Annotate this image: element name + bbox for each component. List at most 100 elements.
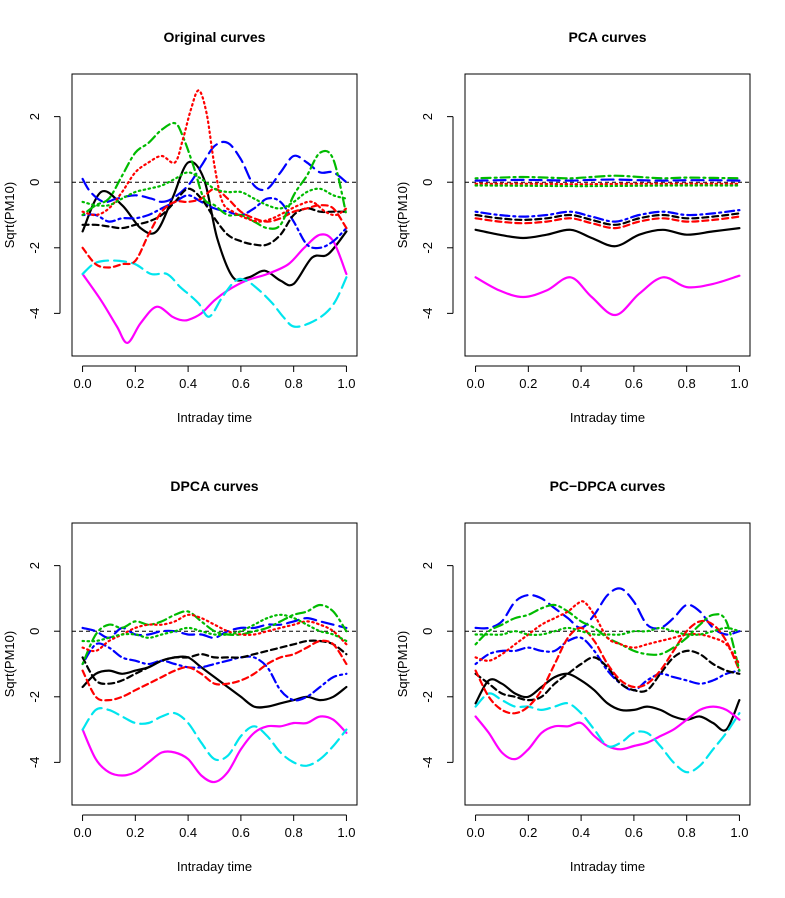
panel-title: PCA curves [568, 29, 646, 45]
series-line-red-dashed [474, 215, 741, 230]
x-axis-label: Intraday time [570, 410, 645, 425]
y-tick-label: 0 [27, 628, 42, 635]
x-axis: 0.0 0.2 0.4 0.6 0.8 1.0 Intraday time [74, 814, 355, 874]
series-line-black-solid [474, 672, 741, 732]
series-line-black-dashed [81, 639, 348, 685]
panel-2: PCA curves 0.0 0.2 0.4 0.6 0.8 1.0 Intraday tim… [395, 29, 751, 425]
panel-title: DPCA curves [170, 478, 258, 494]
panel-1: Original curves 0.0 0.2 0.4 0.6 0.8 1.0 Intrada… [2, 29, 358, 425]
x-tick-label: 0.0 [467, 376, 485, 391]
series-line-green-dotdash [474, 174, 741, 180]
x-tick-label: 0.6 [232, 825, 250, 840]
x-tick-label: 0.4 [179, 376, 197, 391]
series-line-red-dashed [474, 619, 741, 715]
x-tick-label: 0.0 [74, 376, 92, 391]
series-line-black-solid [81, 655, 348, 709]
y-axis: -4 -2 0 2 Sqrt(PM10) [2, 113, 61, 320]
series-group [474, 174, 741, 317]
x-tick-label: 1.0 [730, 376, 748, 391]
series-line-red-dashed [81, 187, 348, 269]
series-line-red-dashed [81, 639, 348, 702]
x-tick-label: 0.8 [285, 825, 303, 840]
y-tick-label: -2 [27, 691, 42, 703]
series-line-cyan-dashed [81, 707, 348, 767]
y-axis-label: Sqrt(PM10) [395, 631, 410, 697]
y-tick-label: 2 [27, 113, 42, 120]
series-group [474, 587, 741, 774]
y-axis: -4 -2 0 2 Sqrt(PM10) [2, 562, 61, 768]
series-group [81, 603, 348, 784]
series-line-black-solid [474, 227, 741, 248]
x-tick-label: 0.4 [572, 376, 590, 391]
x-tick-label: 0.6 [232, 376, 250, 391]
y-tick-label: 0 [420, 179, 435, 186]
y-axis-label: Sqrt(PM10) [395, 182, 410, 248]
x-tick-label: 0.8 [678, 376, 696, 391]
x-axis-label: Intraday time [177, 859, 252, 874]
y-tick-label: -2 [420, 691, 435, 703]
series-line-blue-dotdash [81, 194, 348, 250]
y-tick-label: -2 [27, 242, 42, 254]
y-axis: -4 -2 0 2 Sqrt(PM10) [395, 562, 454, 769]
series-line-green-dotted [81, 613, 348, 643]
series-line-magenta-solid [81, 233, 348, 344]
y-tick-label: -4 [420, 757, 435, 769]
panel-title: Original curves [164, 29, 266, 45]
y-tick-label: 0 [420, 628, 435, 635]
series-line-black-dashed [474, 212, 741, 226]
panel-4: PC−DPCA curves 0.0 0.2 0.4 0.6 0.8 1.0 Intraday… [395, 478, 751, 874]
x-tick-label: 0.6 [625, 825, 643, 840]
panel-title: PC−DPCA curves [550, 478, 666, 494]
series-line-blue-longdash [474, 178, 741, 182]
y-axis-label: Sqrt(PM10) [2, 182, 17, 248]
series-line-blue-longdash [81, 140, 348, 204]
series-line-green-dotted [81, 171, 348, 210]
plot-frame [71, 73, 358, 357]
series-line-green-dotted [474, 184, 741, 188]
x-tick-label: 0.2 [126, 825, 144, 840]
y-tick-label: -4 [420, 308, 435, 320]
x-tick-label: 0.8 [678, 825, 696, 840]
x-axis: 0.0 0.2 0.4 0.6 0.8 1.0 Intraday time [467, 365, 748, 425]
series-line-cyan-dashed [81, 259, 348, 328]
x-tick-label: 0.0 [467, 825, 485, 840]
x-axis-label: Intraday time [570, 859, 645, 874]
x-tick-label: 0.4 [572, 825, 590, 840]
y-tick-label: 2 [27, 562, 42, 569]
series-line-green-dotdash [81, 603, 348, 666]
x-tick-label: 0.0 [74, 825, 92, 840]
plot-frame [71, 522, 358, 806]
y-axis-label: Sqrt(PM10) [2, 631, 17, 697]
series-group [81, 89, 348, 344]
series-line-cyan-dashed [474, 692, 741, 774]
x-tick-label: 0.8 [285, 376, 303, 391]
y-tick-label: 2 [420, 113, 435, 120]
x-tick-label: 0.6 [625, 376, 643, 391]
series-line-black-dashed [474, 649, 741, 702]
series-line-blue-dotdash [474, 636, 741, 692]
x-axis-label: Intraday time [177, 410, 252, 425]
x-tick-label: 0.2 [126, 376, 144, 391]
plot-frame [464, 522, 751, 806]
series-line-magenta-solid [474, 274, 741, 317]
x-tick-label: 1.0 [730, 825, 748, 840]
x-axis: 0.0 0.2 0.4 0.6 0.8 1.0 Intraday time [74, 365, 355, 425]
y-axis: -4 -2 0 2 Sqrt(PM10) [395, 113, 454, 320]
series-line-red-dotted [81, 613, 348, 653]
y-tick-label: 0 [27, 179, 42, 186]
series-line-green-dotdash [81, 121, 348, 230]
series-line-green-dotted [474, 626, 741, 636]
panel-3: DPCA curves 0.0 0.2 0.4 0.6 0.8 1.0 Intraday ti… [2, 478, 358, 874]
y-tick-label: -2 [420, 242, 435, 254]
x-tick-label: 1.0 [337, 825, 355, 840]
series-line-blue-dotdash [81, 642, 348, 702]
series-line-magenta-solid [81, 715, 348, 784]
series-line-blue-longdash [474, 587, 741, 636]
x-tick-label: 0.4 [179, 825, 197, 840]
x-tick-label: 0.2 [519, 376, 537, 391]
x-axis: 0.0 0.2 0.4 0.6 0.8 1.0 Intraday time [467, 814, 748, 874]
y-tick-label: -4 [27, 308, 42, 320]
y-tick-label: 2 [420, 562, 435, 569]
